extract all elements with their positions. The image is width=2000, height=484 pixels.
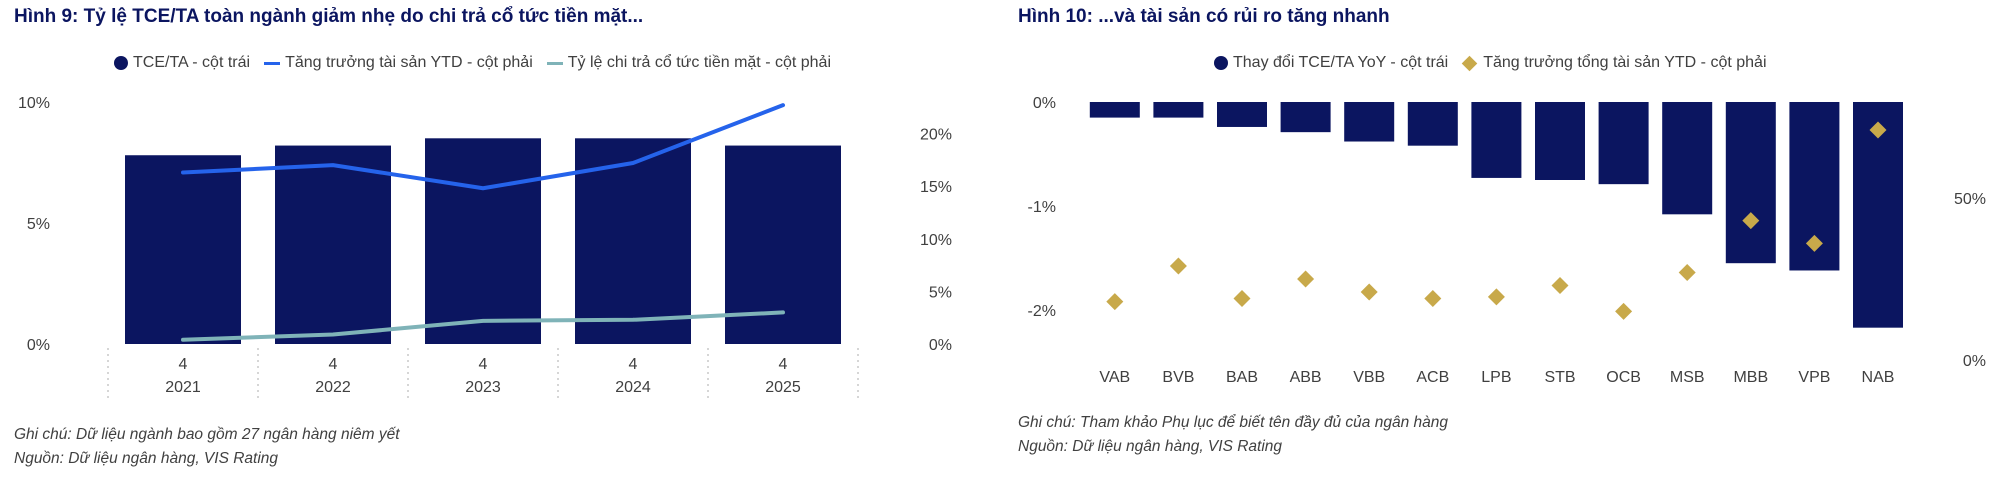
figure-9-legend-item: Tăng trưởng tài sản YTD - cột phải [264, 54, 533, 72]
x-tick-label-year: 2025 [765, 379, 801, 396]
x-tick-label-year: 2024 [615, 379, 651, 396]
asset-growth-marker [1805, 234, 1823, 252]
y-right-tick-label: 0% [1963, 353, 1986, 370]
x-tick-label-bank: MSB [1670, 369, 1705, 386]
x-tick-label-quarter: 4 [329, 356, 338, 373]
asset-growth-marker [1615, 302, 1633, 320]
tce-ta-bar [125, 155, 241, 344]
y-right-tick-label: 20% [920, 127, 952, 144]
tce-ta-bar [275, 145, 391, 344]
x-tick-label-bank: MBB [1733, 369, 1768, 386]
y-right-tick-label: 10% [920, 232, 952, 249]
tce-ta-change-bar [1598, 102, 1649, 185]
y-left-tick-label: 5% [27, 216, 50, 233]
y-left-tick-label: -2% [1028, 303, 1056, 320]
y-left-tick-label: -1% [1028, 199, 1056, 216]
figure-9-panel: Hình 9: Tỷ lệ TCE/TA toàn ngành giảm nhẹ… [14, 6, 952, 467]
figure-10-legend-label: Tăng trưởng tổng tài sản YTD - cột phải [1483, 54, 1767, 71]
figure-9-chart: 0% 5% 10% 0% 5% 10% 15% 20% 4 2021 4 2022 4 2023 4 2024… [18, 95, 952, 398]
figure-10-panel: Hình 10: ...và tài sản có rủi ro tăng nh… [1000, 0, 2000, 484]
asset-growth-marker [1106, 293, 1124, 311]
x-tick-label-quarter: 4 [629, 356, 638, 373]
asset-growth-marker [1678, 264, 1696, 282]
figure-9-legend-swatch [546, 61, 563, 65]
asset-growth-marker [1487, 288, 1505, 306]
tce-ta-change-bar [1217, 102, 1267, 127]
figure-9-title: Hình 9: Tỷ lệ TCE/TA toàn ngành giảm nhẹ… [14, 6, 644, 27]
figure-9-legend: TCE/TA - cột trái Tăng trưởng tài sản YTD… [114, 54, 845, 72]
tce-ta-change-bar [1089, 102, 1140, 118]
y-right-tick-label: 15% [920, 179, 952, 196]
x-tick-label-bank: ACB [1416, 369, 1449, 386]
y-left-tick-label: 0% [27, 337, 50, 354]
x-tick-label-bank: ABB [1290, 369, 1322, 386]
asset-growth-marker [1424, 289, 1442, 307]
x-tick-label-year: 2023 [465, 379, 501, 396]
tce-ta-change-bar [1853, 102, 1903, 328]
x-tick-label-bank: VBB [1353, 369, 1385, 386]
asset-growth-line [181, 103, 785, 191]
asset-growth-marker [1551, 276, 1569, 294]
x-tick-label-bank: VAB [1099, 369, 1130, 386]
figure-10-legend-swatch [1214, 56, 1228, 70]
y-right-tick-label: 50% [1954, 191, 1986, 208]
tce-ta-bar [575, 138, 691, 344]
figure-9-legend-swatch [264, 61, 281, 65]
asset-growth-marker [1297, 270, 1315, 288]
asset-growth-marker [1869, 121, 1887, 139]
figure-9-legend-item: Tỷ lệ chi trả cổ tức tiền mặt - cột phải [546, 54, 831, 72]
tce-ta-bar [425, 138, 541, 344]
x-tick-label-bank: BVB [1162, 369, 1194, 386]
figure-10-legend-item: Thay đổi TCE/TA YoY - cột trái [1214, 54, 1448, 72]
figure-9-source: Nguồn: Dữ liệu ngân hàng, VIS Rating [14, 450, 279, 467]
x-tick-label-bank: VPB [1798, 369, 1830, 386]
tce-ta-change-bar [1280, 102, 1331, 133]
figure-10-chart: 0% -1% -2% 0% 50% VAB BVB BAB ABB VBB ACB LPB STB OCB… [1028, 95, 1986, 386]
y-left-tick-label: 0% [1033, 95, 1056, 112]
y-right-tick-label: 0% [929, 337, 952, 354]
x-tick-label-bank: NAB [1862, 369, 1895, 386]
x-tick-label-quarter: 4 [179, 356, 188, 373]
x-tick-label-bank: BAB [1226, 369, 1258, 386]
figure-9-legend-label: Tăng trưởng tài sản YTD - cột phải [285, 54, 533, 71]
tce-ta-change-bar [1471, 102, 1522, 178]
asset-growth-marker [1169, 257, 1187, 275]
figure-10-note: Ghi chú: Tham khảo Phụ lục để biết tên đ… [1018, 414, 1448, 431]
asset-growth-marker [1742, 212, 1760, 230]
figure-9-legend-label: Tỷ lệ chi trả cổ tức tiền mặt - cột phải [567, 54, 831, 71]
tce-ta-change-bar [1344, 102, 1395, 142]
figure-9-note: Ghi chú: Dữ liệu ngành bao gồm 27 ngân h… [14, 426, 400, 443]
x-tick-label-year: 2021 [165, 379, 201, 396]
tce-ta-change-bar [1153, 102, 1204, 118]
figure-10-title: Hình 10: ...và tài sản có rủi ro tăng nh… [1018, 6, 1390, 27]
figure-10-legend-label: Thay đổi TCE/TA YoY - cột trái [1233, 54, 1449, 71]
figure-9-legend-label: TCE/TA - cột trái [133, 54, 251, 71]
tce-ta-change-bar [1407, 102, 1458, 146]
x-tick-label-year: 2022 [315, 379, 351, 396]
figure-9-legend-swatch [114, 56, 128, 70]
figure-10-legend-item: Tăng trưởng tổng tài sản YTD - cột phải [1461, 54, 1767, 72]
x-tick-label-bank: STB [1544, 369, 1575, 386]
x-tick-label-bank: LPB [1481, 369, 1511, 386]
x-tick-label-bank: OCB [1606, 369, 1641, 386]
figure-10-source: Nguồn: Dữ liệu ngân hàng, VIS Rating [1018, 438, 1283, 455]
asset-growth-marker [1360, 283, 1378, 301]
y-left-tick-label: 10% [18, 95, 50, 112]
tce-ta-change-bar [1535, 102, 1585, 180]
figure-10-legend: Thay đổi TCE/TA YoY - cột trái Tăng trưởn… [1214, 54, 1781, 72]
tce-ta-change-bar [1725, 102, 1776, 264]
tce-ta-change-bar [1662, 102, 1713, 215]
x-tick-label-quarter: 4 [479, 356, 488, 373]
x-tick-label-quarter: 4 [779, 356, 788, 373]
asset-growth-marker [1233, 289, 1251, 307]
figure-9-legend-item: TCE/TA - cột trái [114, 54, 250, 72]
y-right-tick-label: 5% [929, 284, 952, 301]
dividend-payout-line [181, 310, 785, 342]
